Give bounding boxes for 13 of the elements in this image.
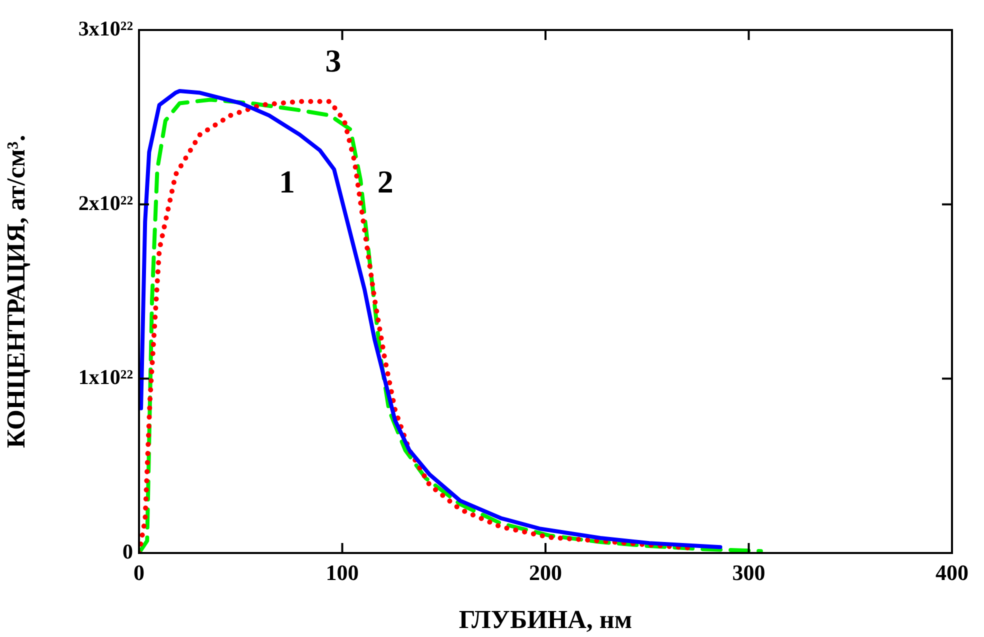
x-axis-title: ГЛУБИНА, нм xyxy=(458,605,632,634)
annotation: 1 xyxy=(278,164,295,200)
annotation: 3 xyxy=(325,42,342,79)
annotation: 2 xyxy=(377,164,394,200)
x-tick-label: 200 xyxy=(529,560,562,585)
y-tick-label: 2x10²² xyxy=(78,190,133,215)
y-axis-title: КОНЦЕНТРАЦИЯ, ат/см³. xyxy=(1,134,30,448)
x-tick-label: 300 xyxy=(732,560,766,585)
y-tick-label: 1x10²² xyxy=(78,365,133,390)
y-tick-label: 0 xyxy=(122,539,133,564)
x-tick-label: 400 xyxy=(936,560,968,585)
y-tick-label: 3x10²² xyxy=(78,16,133,40)
x-tick-label: 100 xyxy=(326,560,359,585)
